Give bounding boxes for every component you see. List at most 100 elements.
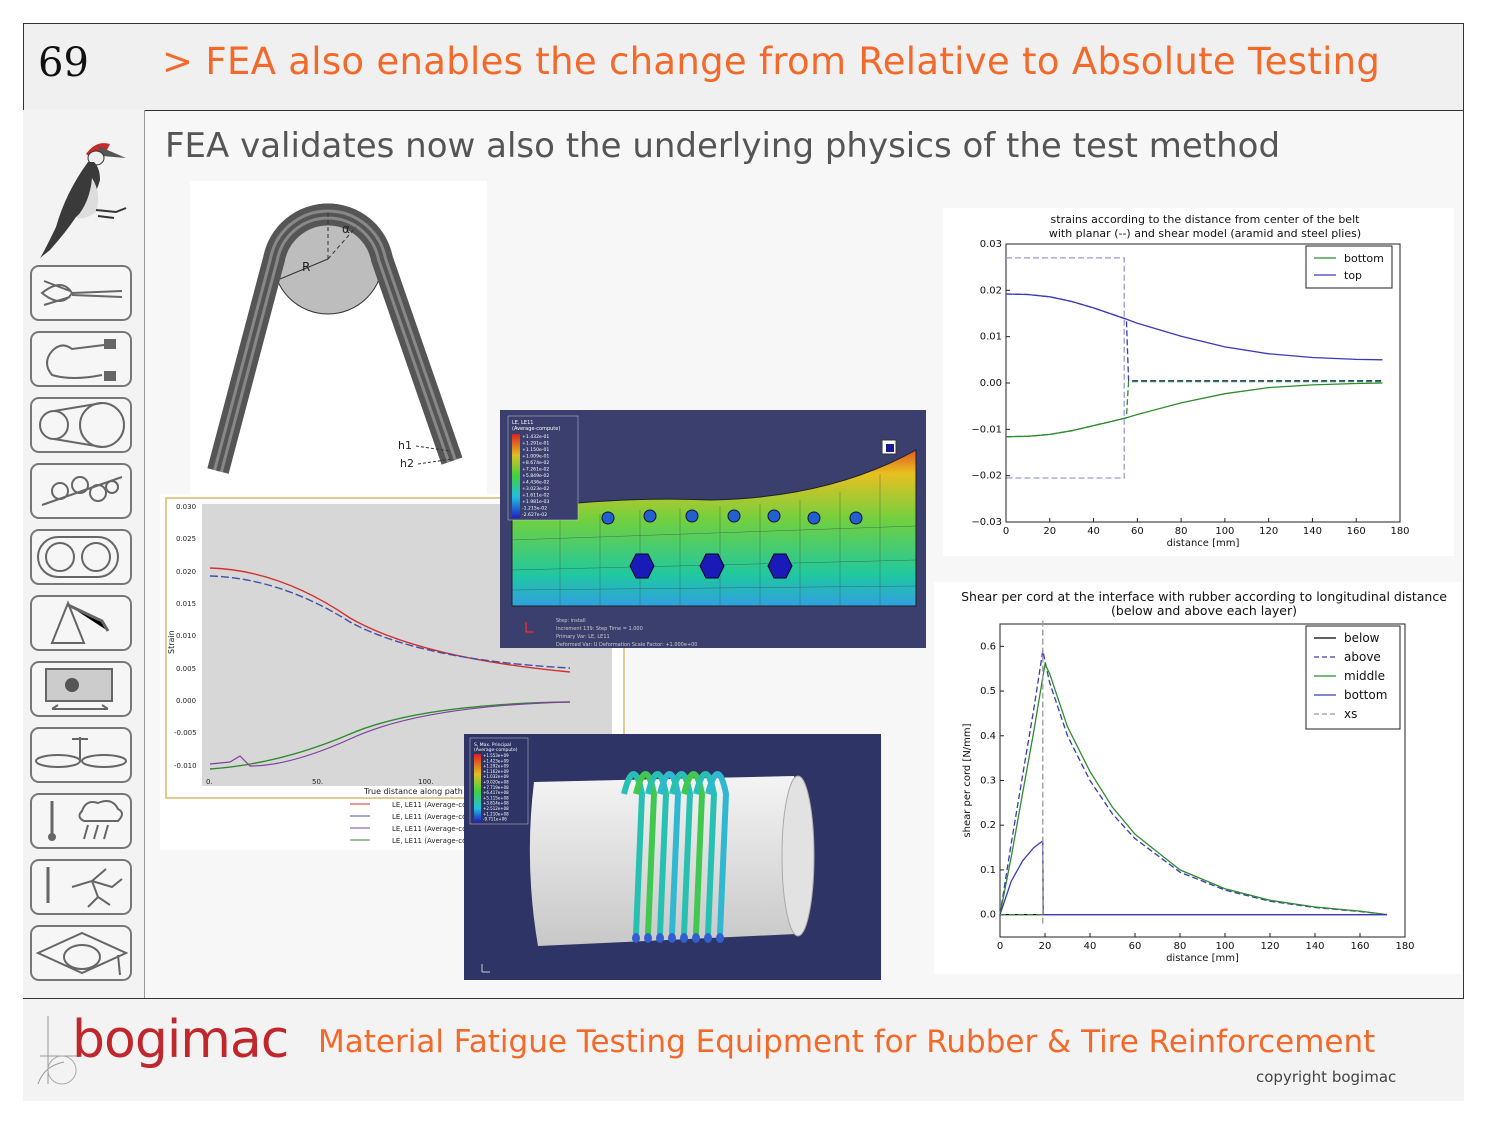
copyright-text: copyright bogimac [1256,1068,1397,1086]
contour-legend-value: +1.291e-01 [522,441,549,447]
strain-ytick: 0.020 [176,568,196,576]
y-tick-label: −0.01 [971,424,1002,435]
strain-legend-entry: LE, LE11 (Average-comput [392,837,485,845]
cords-legend-value: +5.115e+08 [483,795,509,800]
strain-curve-blue [209,575,571,669]
x-tick-label: 180 [1390,526,1409,537]
x-tick-label: 0 [997,941,1003,952]
y-tick-label: 0.5 [980,686,996,697]
cords-legend-value: +1.162e+09 [483,769,509,774]
y-tick-label: 0.3 [980,776,996,787]
weather-aging-icon[interactable] [30,793,132,849]
x-tick-label: 40 [1087,526,1100,537]
footer-bar [23,998,1464,1101]
cords-legend-value: +3.814e+08 [483,801,509,806]
legend-label: bottom [1344,688,1387,702]
y-tick-label: −0.02 [971,471,1002,482]
tire-cord-icon[interactable] [30,265,132,321]
slide-number: 69 [38,40,89,86]
x-axis-label: distance [mm] [1167,538,1240,549]
belt-diagram-panel: R α h1 h2 [190,181,487,494]
series-line [1005,380,1383,438]
crack-growth-icon[interactable] [30,859,132,915]
belt-label-alpha: α [342,222,350,236]
y-tick-label: 0.01 [980,332,1002,343]
adhesion-sample-icon[interactable] [30,661,132,717]
y-tick-label: 0.4 [980,731,996,742]
strain-ytick: 0.010 [176,632,196,640]
y-tick-label: 0.6 [980,641,996,652]
x-axis-label: distance [mm] [1166,953,1239,964]
x-tick-label: 80 [1174,941,1187,952]
slide-title: > FEA also enables the change from Relat… [162,40,1381,83]
x-tick-label: 100 [1215,526,1234,537]
y-tick-label: −0.03 [971,517,1002,528]
strain-ytick: 0.000 [176,697,196,705]
strain-ytick: 0.030 [176,503,196,511]
chart-title: (below and above each layer) [1111,603,1297,618]
y-tick-label: 0.02 [980,285,1002,296]
legend-label: middle [1344,669,1385,683]
contour-legend-value: +5.849e-02 [522,473,549,479]
cords-legend-title-sub: (Average-compute) [474,747,518,753]
x-tick-label: 40 [1084,941,1097,952]
x-tick-label: 120 [1259,526,1278,537]
x-tick-label: 0 [1003,526,1009,537]
x-tick-label: 160 [1350,941,1369,952]
cords-legend-value: +6.417e+08 [483,790,509,795]
x-tick-label: 80 [1175,526,1188,537]
bogimac-logo[interactable]: bogimac [72,1010,289,1070]
contour-deformed-text: Deformed Var: U Deformation Scale Factor… [556,642,698,648]
contour-legend-value: +3.023e-02 [522,486,549,492]
contour-legend-value: +1.981e-03 [522,499,549,505]
cords-legend-value: -9.711e+06 [483,817,507,822]
legend-box [1305,245,1393,289]
cords-legend-value: +7.719e+08 [483,785,509,790]
contour-primary-text: Primary Var: LE, LE11 [556,634,610,640]
belt-label-h2: h2 [400,457,414,470]
axis-triad-small-icon [525,622,534,633]
y-tick-label: 0.03 [980,239,1002,250]
strain-legend-entry: LE, LE11 (Average-comput [392,825,485,833]
strain-xtick: 100. [418,778,434,786]
slide-subtitle: FEA validates now also the underlying ph… [165,126,1281,166]
multi-pulley-icon[interactable] [30,463,132,519]
strain-ytick: -0.010 [174,762,197,770]
cords-legend-value: +2.512e+08 [483,806,509,811]
chart-title: with planar (--) and shear model (aramid… [1049,227,1361,240]
x-tick-label: 20 [1043,526,1056,537]
contour-legend-value: +8.674e-02 [522,460,549,466]
pulley-belt-icon[interactable] [30,397,132,453]
strain-curve-purple [209,701,571,767]
legend-label: below [1344,631,1380,645]
y-tick-label: 0.2 [980,820,996,831]
series-line-above [999,650,1388,916]
fea-contour-panel: LE, LE11 (Average-compute) +1.432e-01 +1.… [500,410,926,648]
strain-plot-ylabel: Strain [167,630,176,654]
x-tick-label: 160 [1347,526,1366,537]
plot-area [999,623,1406,938]
x-tick-label: 180 [1395,941,1414,952]
contour-legend-value: +1.611e-02 [522,493,549,499]
strain-legend-entry: LE, LE11 (Average-comput [392,813,485,821]
woodpecker-icon [40,143,127,258]
y-tick-label: 0.00 [980,378,1002,389]
bending-cable-icon[interactable] [30,331,132,387]
contour-legend-value: -2.627e-02 [522,512,547,518]
x-tick-label: 100 [1215,941,1234,952]
contour-legend-value: +1.150e-01 [522,447,549,453]
strain-ytick: 0.015 [176,600,196,608]
cords-legend-value: +9.020e+08 [483,780,509,785]
cords-legend-value: +1.210e+08 [483,811,509,816]
fea-cords-panel: S, Max. Principal (Average-compute) +1.5… [464,734,881,980]
strain-plot-yticks: 0.030 0.025 0.020 0.015 0.010 0.005 0.00… [174,503,197,770]
contour-legend-value: +1.009e-01 [522,454,549,460]
cord-loops [621,771,730,935]
two-roll-icon[interactable] [30,529,132,585]
footer-tagline: Material Fatigue Testing Equipment for R… [318,1024,1376,1060]
rotor-icon[interactable] [30,727,132,783]
education-icon[interactable] [30,925,132,981]
axis-triad-small-icon [481,964,490,973]
series-line [1006,257,1125,479]
pendulum-icon[interactable] [30,595,132,651]
